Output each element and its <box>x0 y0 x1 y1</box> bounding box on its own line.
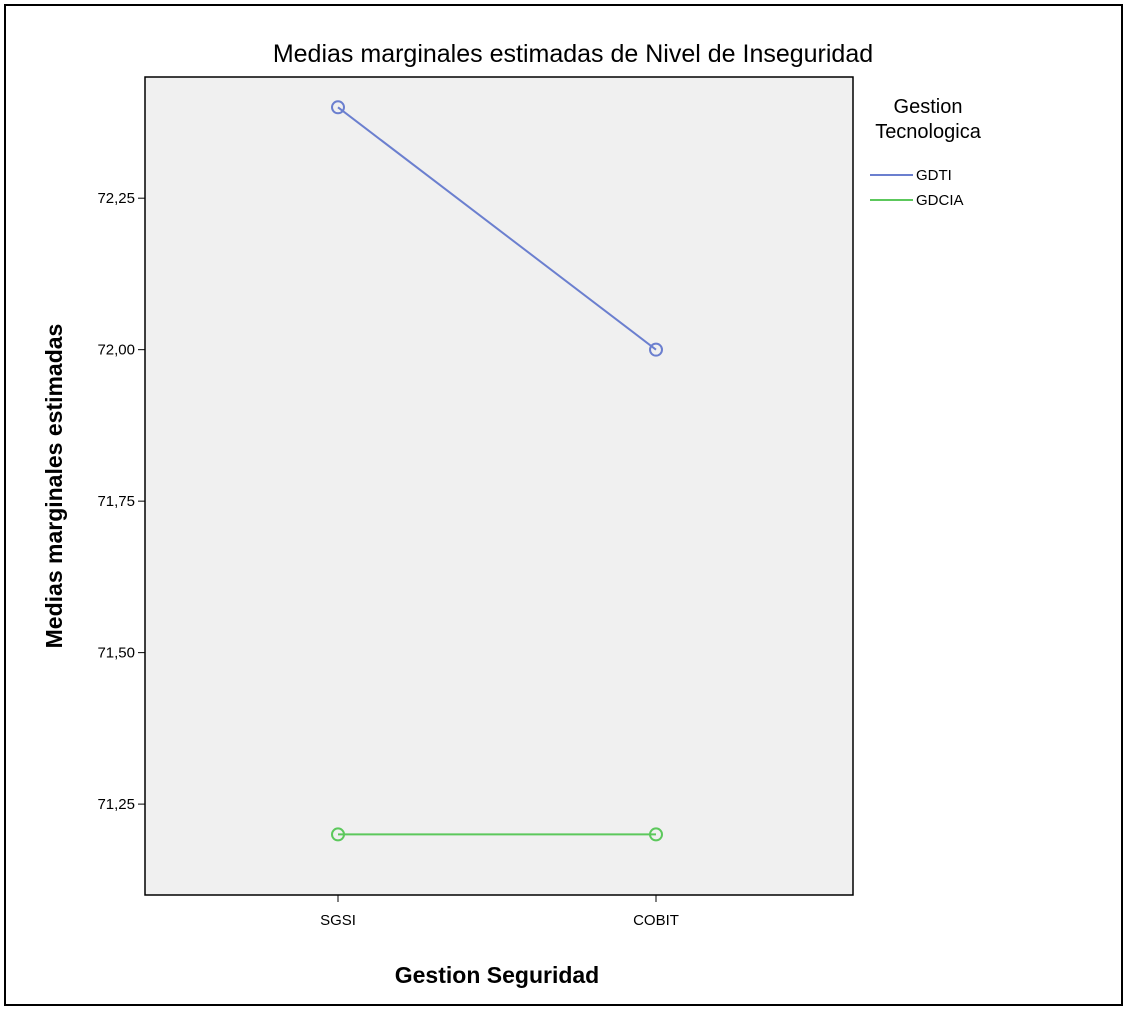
y-tick-label: 71,50 <box>97 645 135 662</box>
data-point-gdti <box>649 342 663 357</box>
x-tick-label: SGSI <box>320 912 356 929</box>
y-axis-title: Medias marginales estimadas <box>41 324 67 649</box>
legend-title-line-2: Tecnologica <box>875 121 982 143</box>
data-point-gdcia <box>331 827 345 842</box>
y-tick-label: 71,25 <box>97 796 135 813</box>
data-point-gdti <box>331 100 345 115</box>
legend: Gestion Tecnologica GDTI GDCIA <box>870 96 982 209</box>
x-axis: SGSI COBIT <box>320 895 679 929</box>
x-tick-label: COBIT <box>633 912 679 929</box>
legend-title-line-1: Gestion <box>894 96 963 118</box>
y-tick-label: 71,75 <box>97 493 135 510</box>
legend-label-gdcia: GDCIA <box>916 192 964 209</box>
legend-label-gdti: GDTI <box>916 167 952 184</box>
chart-title: Medias marginales estimadas de Nivel de … <box>273 40 873 68</box>
y-tick-label: 72,00 <box>97 342 135 359</box>
data-point-gdcia <box>649 827 663 842</box>
series-line-gdti <box>337 106 657 351</box>
plot-area <box>144 76 854 896</box>
y-tick-label: 72,25 <box>97 190 135 207</box>
series-layer <box>331 100 663 842</box>
y-axis: 71,25 71,50 71,75 72,00 72,25 <box>97 190 145 813</box>
x-axis-title: Gestion Seguridad <box>395 962 599 988</box>
